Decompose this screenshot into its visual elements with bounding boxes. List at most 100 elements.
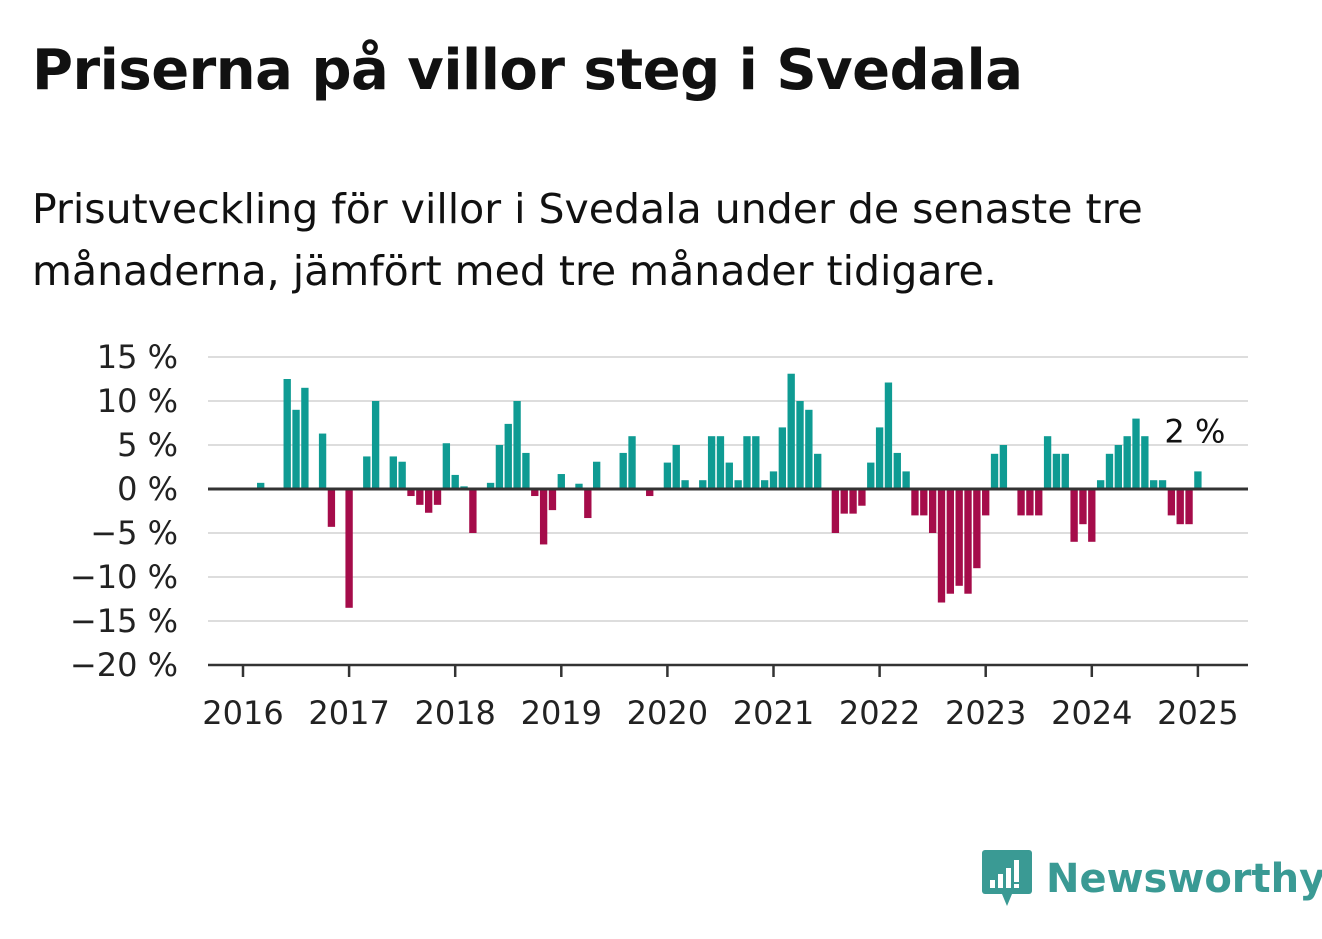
bar [893, 452, 901, 489]
x-axis-labels: 2016 2017 2018 2019 2020 2021 2022 2023 2024 2025 [202, 694, 1238, 732]
bar [946, 489, 955, 594]
bar [592, 461, 601, 489]
bar [973, 489, 981, 569]
bar [539, 489, 548, 545]
bar [1043, 436, 1052, 489]
bar [663, 462, 672, 489]
bar [522, 452, 530, 489]
bar [575, 483, 583, 489]
bar [513, 401, 521, 489]
bar [1141, 436, 1149, 489]
bar [1070, 489, 1078, 542]
bar [416, 489, 424, 505]
bar [425, 489, 433, 513]
bar [752, 436, 760, 489]
bar [1194, 471, 1202, 489]
bar [937, 489, 946, 603]
bar [875, 427, 884, 489]
x-tick-label: 2023 [945, 694, 1026, 732]
bar [769, 471, 778, 489]
newsworthy-logo: Newsworthy [982, 850, 1322, 908]
x-tick-label: 2017 [308, 694, 389, 732]
bar [548, 489, 557, 511]
bar [407, 489, 415, 497]
bar [787, 373, 795, 489]
bar [1017, 489, 1025, 516]
bar [681, 480, 689, 489]
x-tick-label: 2022 [839, 694, 920, 732]
bar [495, 445, 504, 489]
bar [1185, 489, 1193, 525]
y-tick-label: 0 % [117, 470, 178, 508]
bar [442, 443, 451, 489]
bar [867, 462, 875, 489]
bar [1158, 480, 1167, 489]
bar [1096, 480, 1105, 489]
bar [990, 453, 999, 489]
bar [743, 436, 751, 489]
bar [1132, 418, 1140, 489]
newsworthy-logo-icon [982, 850, 1032, 906]
y-tick-label: −10 % [70, 558, 178, 596]
bar [964, 489, 972, 594]
y-tick-label: 5 % [117, 426, 178, 464]
bar [1176, 489, 1184, 525]
bar [1088, 489, 1096, 542]
bar [928, 489, 937, 533]
bar [345, 489, 353, 608]
bar [849, 489, 857, 514]
bar [486, 482, 495, 489]
bar [999, 445, 1008, 489]
bar [760, 480, 769, 489]
bar [301, 387, 309, 489]
y-tick-label: −20 % [70, 646, 178, 684]
bar [628, 436, 636, 489]
bar [257, 482, 265, 489]
bar [672, 445, 680, 489]
bar [699, 480, 707, 489]
bar [1061, 453, 1069, 489]
x-tick-label: 2025 [1157, 694, 1238, 732]
bar [1114, 445, 1122, 489]
page-title: Priserna på villor steg i Svedala [32, 38, 1023, 103]
bar [902, 471, 910, 489]
y-axis-labels: 15 % 10 % 5 % 0 % −5 % −10 % −15 % −20 % [70, 338, 178, 684]
bar [805, 409, 813, 489]
bar [716, 436, 725, 489]
bar [504, 423, 512, 489]
bar [796, 401, 804, 489]
y-tick-label: 10 % [97, 382, 178, 420]
bar [451, 474, 459, 489]
y-tick-label: −15 % [70, 602, 178, 640]
x-tick-label: 2016 [202, 694, 283, 732]
bar [371, 401, 380, 489]
bar [884, 382, 893, 489]
bar [814, 453, 822, 489]
bar [619, 452, 627, 489]
bar [1105, 453, 1114, 489]
bar [955, 489, 963, 586]
bar [318, 433, 327, 489]
brand-name: Newsworthy [1046, 856, 1322, 902]
bar [292, 409, 300, 489]
bar [1079, 489, 1087, 525]
bar [327, 489, 336, 527]
bar [920, 489, 928, 516]
bar [840, 489, 848, 514]
latest-value-label: 2 % [1164, 412, 1225, 450]
bar [1035, 489, 1043, 516]
bar [531, 489, 539, 497]
y-tick-label: 15 % [97, 338, 178, 376]
bar [469, 489, 477, 533]
axes [208, 487, 1248, 677]
bar [433, 489, 442, 505]
bar [831, 489, 840, 533]
bar [1167, 489, 1176, 516]
bar [1052, 453, 1061, 489]
bar [778, 427, 787, 489]
bar [557, 474, 565, 489]
bar [1123, 436, 1131, 489]
bar [1150, 480, 1158, 489]
x-tick-label: 2019 [521, 694, 602, 732]
